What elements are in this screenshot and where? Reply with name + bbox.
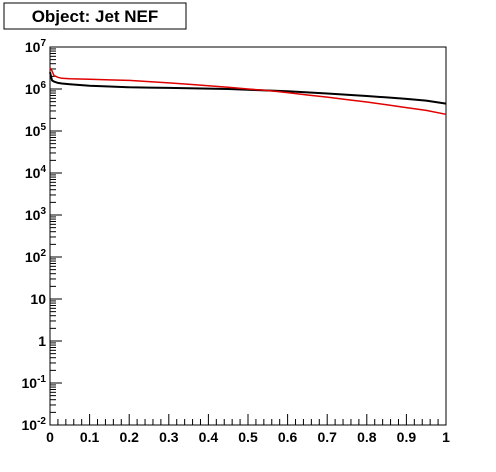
y-tick-label: 107 [25,38,47,55]
y-tick-label: 10-1 [22,374,47,391]
y-tick-label: 10 [30,291,46,307]
title-box-frame [3,2,187,30]
y-tick-label: 103 [25,206,47,223]
series-group [49,67,447,116]
y-axis: 10-2 10-1 1 10 102 103 104 105 106 107 [22,38,62,433]
x-tick-label: 0.9 [397,429,417,445]
x-tick-label: 0.6 [278,429,298,445]
x-tick-label: 0.1 [80,429,100,445]
x-axis: 0 0.1 0.2 0.3 0.4 0.5 0.6 0.7 0.8 0.9 1 [46,414,450,445]
red-histogram-line [49,67,447,116]
x-tick-label: 0.5 [238,429,258,445]
y-tick-label: 102 [25,248,47,265]
x-tick-label: 0.2 [119,429,139,445]
plot-frame [49,46,447,426]
chart-title: Object: Jet NEF [32,7,159,26]
y-tick-label: 104 [25,164,47,181]
y-tick-label: 10-2 [22,416,47,433]
x-tick-label: 1 [442,429,450,445]
y-tick-label: 106 [25,80,47,97]
y-tick-label: 105 [25,122,47,139]
title-box: Object: Jet NEF [3,2,187,30]
y-tick-label: 1 [38,333,46,349]
x-tick-label: 0 [46,429,54,445]
x-tick-label: 0.4 [199,429,219,445]
x-tick-label: 0.3 [159,429,179,445]
black-histogram-line [49,72,447,105]
x-tick-label: 0.8 [357,429,377,445]
x-tick-label: 0.7 [317,429,337,445]
